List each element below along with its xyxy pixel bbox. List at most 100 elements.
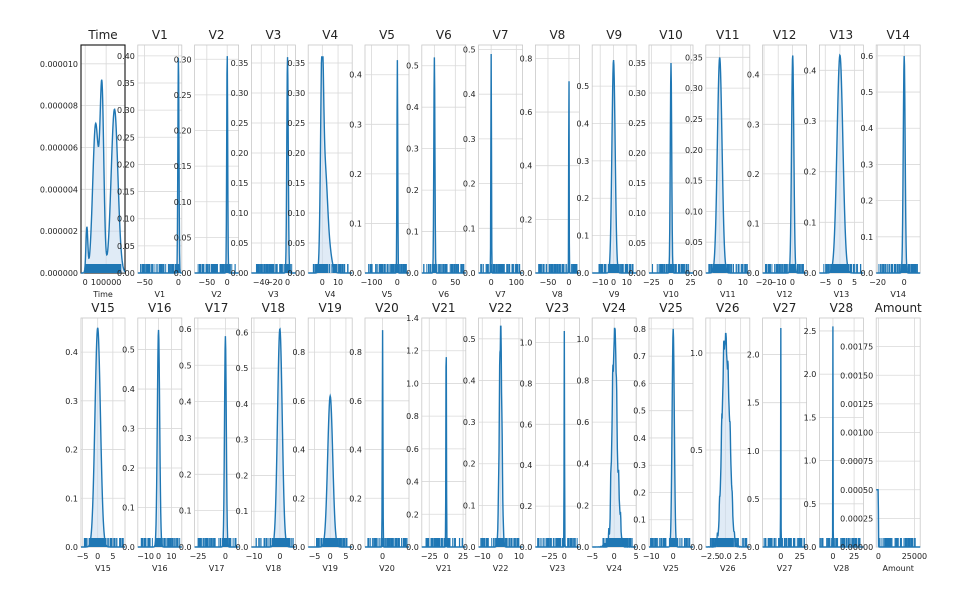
y-tick-label: 0.2 [463, 460, 476, 469]
y-tick-label: 0.05 [174, 233, 192, 242]
y-tick-label: 0.10 [117, 215, 135, 224]
y-tick-label: 2.0 [747, 351, 760, 360]
x-tick-label: −5 [77, 552, 89, 561]
subplot-v28: 0.0 0.5 1.0 1.5 2.0 2.5 0 25 V28 V28 [804, 301, 864, 573]
x-tick-label: 0 [668, 278, 673, 287]
y-tick-label: 0.2 [747, 170, 760, 179]
y-tick-label: 1.0 [406, 379, 419, 388]
y-tick-label: 0.6 [633, 379, 646, 388]
rug-marks [819, 538, 861, 547]
y-tick-label: 0.30 [628, 89, 646, 98]
x-axis-label: V16 [152, 564, 168, 573]
x-tick-label: 10 [514, 552, 524, 561]
y-tick-label: 0.4 [122, 385, 135, 394]
y-tick-label: 0.0 [520, 543, 533, 552]
x-tick-label: 0 [83, 278, 88, 287]
x-axis-label: V8 [552, 290, 563, 299]
density-line [535, 81, 580, 274]
y-tick-label: 0.7 [633, 352, 646, 361]
y-tick-label: 0.0 [236, 543, 249, 552]
x-tick-label: −100 [360, 278, 382, 287]
y-tick-label: 0.20 [231, 149, 249, 158]
rug-marks [197, 264, 236, 273]
subplot-v16: 0.0 0.1 0.2 0.3 0.4 0.5 −10 0 10 V16 V16 [122, 301, 183, 573]
y-tick-label: 0.25 [685, 115, 703, 124]
x-tick-label: 0 [562, 552, 567, 561]
x-tick-label: 50 [450, 278, 460, 287]
density-fill [705, 57, 750, 273]
rug-marks [602, 538, 633, 547]
y-tick-label: 0.1 [860, 233, 873, 242]
y-tick-label: 0.0 [860, 269, 873, 278]
x-tick-label: 0 [328, 552, 333, 561]
rug-marks [368, 264, 407, 273]
x-tick-label: 0 [489, 278, 494, 287]
rug-band [396, 264, 399, 273]
x-tick-label: −20 [266, 278, 283, 287]
y-tick-label: 0.2 [349, 494, 362, 503]
y-tick-label: 0.000008 [40, 102, 78, 111]
x-tick-label: 0 [225, 278, 230, 287]
density-fill [251, 329, 296, 547]
y-tick-label: 0.0 [122, 543, 135, 552]
y-tick-label: 0.1 [747, 219, 760, 228]
rug-band [176, 264, 180, 273]
y-tick-label: 0.2 [463, 180, 476, 189]
y-tick-label: 0.8 [576, 376, 589, 385]
x-tick-label: −50 [136, 278, 153, 287]
rug-band [445, 538, 447, 547]
y-tick-label: 0.30 [231, 89, 249, 98]
x-axis-label: V3 [268, 290, 279, 299]
y-tick-label: 0.8 [520, 379, 533, 388]
y-tick-label: 0.15 [231, 179, 249, 188]
y-tick-label: 1.0 [576, 335, 589, 344]
x-tick-label: 0 [837, 278, 842, 287]
rug-band [878, 538, 880, 547]
y-tick-label: 0.5 [179, 361, 192, 370]
y-tick-label: 0.3 [463, 418, 476, 427]
y-tick-label: 0.2 [406, 510, 419, 519]
x-tick-label: −50 [198, 278, 215, 287]
x-tick-label: 0 [566, 278, 571, 287]
rug-band [780, 538, 782, 547]
y-tick-label: 0.0 [576, 269, 589, 278]
y-tick-label: 0.15 [117, 188, 135, 197]
y-tick-label: 0.30 [174, 55, 192, 64]
density-fill [81, 79, 125, 273]
subplot-v4: 0.00 0.05 0.10 0.15 0.20 0.25 0.30 0.35 0 10 V4 V4 [287, 28, 353, 299]
rug-band [225, 264, 229, 273]
density-fill [308, 395, 353, 547]
y-tick-label: 0.4 [520, 461, 533, 470]
y-tick-label: 0.25 [231, 119, 249, 128]
x-tick-label: 25 [849, 552, 859, 561]
rug-band [89, 538, 106, 547]
y-tick-label: 0.00175 [840, 343, 873, 352]
y-tick-label: 0.4 [179, 398, 192, 407]
plot-frame [762, 44, 807, 274]
y-tick-label: 0.1 [122, 504, 135, 513]
x-tick-label: 5 [110, 552, 115, 561]
y-tick-label: 0.000000 [40, 269, 78, 278]
rug-marks [537, 538, 578, 547]
density-fill [762, 55, 807, 273]
subplot-title: V20 [375, 301, 398, 315]
subplot-title: V25 [659, 301, 682, 315]
subplot-time: 0.000000 0.000002 0.000004 0.000006 0.000008… [40, 28, 126, 299]
subplot-title: V22 [489, 301, 512, 315]
y-tick-label: 0.4 [463, 90, 476, 99]
subplot-title: V10 [659, 28, 682, 42]
plot-frame [194, 317, 240, 548]
y-tick-label: 0.0 [292, 543, 305, 552]
rug-band [322, 538, 338, 547]
density-fill [592, 60, 637, 274]
y-tick-label: 0.6 [406, 445, 419, 454]
rug-band [316, 264, 329, 273]
x-axis-label: V17 [209, 564, 225, 573]
y-tick-label: 1.5 [747, 399, 760, 408]
y-tick-label: 1.0 [690, 349, 703, 358]
rug-band [712, 264, 727, 273]
y-tick-label: 0.2 [292, 494, 305, 503]
y-tick-label: 0.2 [406, 186, 419, 195]
